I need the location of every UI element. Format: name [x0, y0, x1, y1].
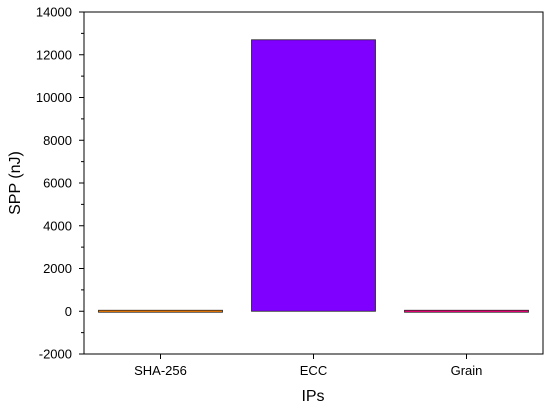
x-tick-label: ECC	[300, 363, 327, 378]
y-tick-label: 4000	[43, 218, 72, 233]
y-tick-label: 14000	[36, 5, 72, 20]
bar-ecc	[251, 39, 376, 312]
x-ticks-group: SHA-256 ECC Grain	[134, 354, 482, 378]
plot-frame	[83, 11, 544, 355]
y-tick-label: 0	[65, 304, 72, 319]
bar-sha-256	[98, 309, 223, 313]
y-tick-label: 6000	[43, 176, 72, 191]
y-tick-label: 12000	[36, 47, 72, 62]
y-tick-label: 10000	[36, 90, 72, 105]
y-axis-title: SPP (nJ)	[7, 151, 24, 215]
x-tick-label: SHA-256	[134, 363, 187, 378]
bar-grain	[404, 309, 529, 313]
x-tick-label: Grain	[451, 363, 483, 378]
bars-group	[98, 39, 529, 313]
y-tick-label: -2000	[39, 347, 72, 362]
y-ticks-group: -2000 0 2000 4000 6000 8000 10000 12000 14000	[36, 5, 84, 362]
x-axis-title: IPs	[301, 388, 324, 405]
y-tick-label: 8000	[43, 133, 72, 148]
y-tick-label: 2000	[43, 261, 72, 276]
